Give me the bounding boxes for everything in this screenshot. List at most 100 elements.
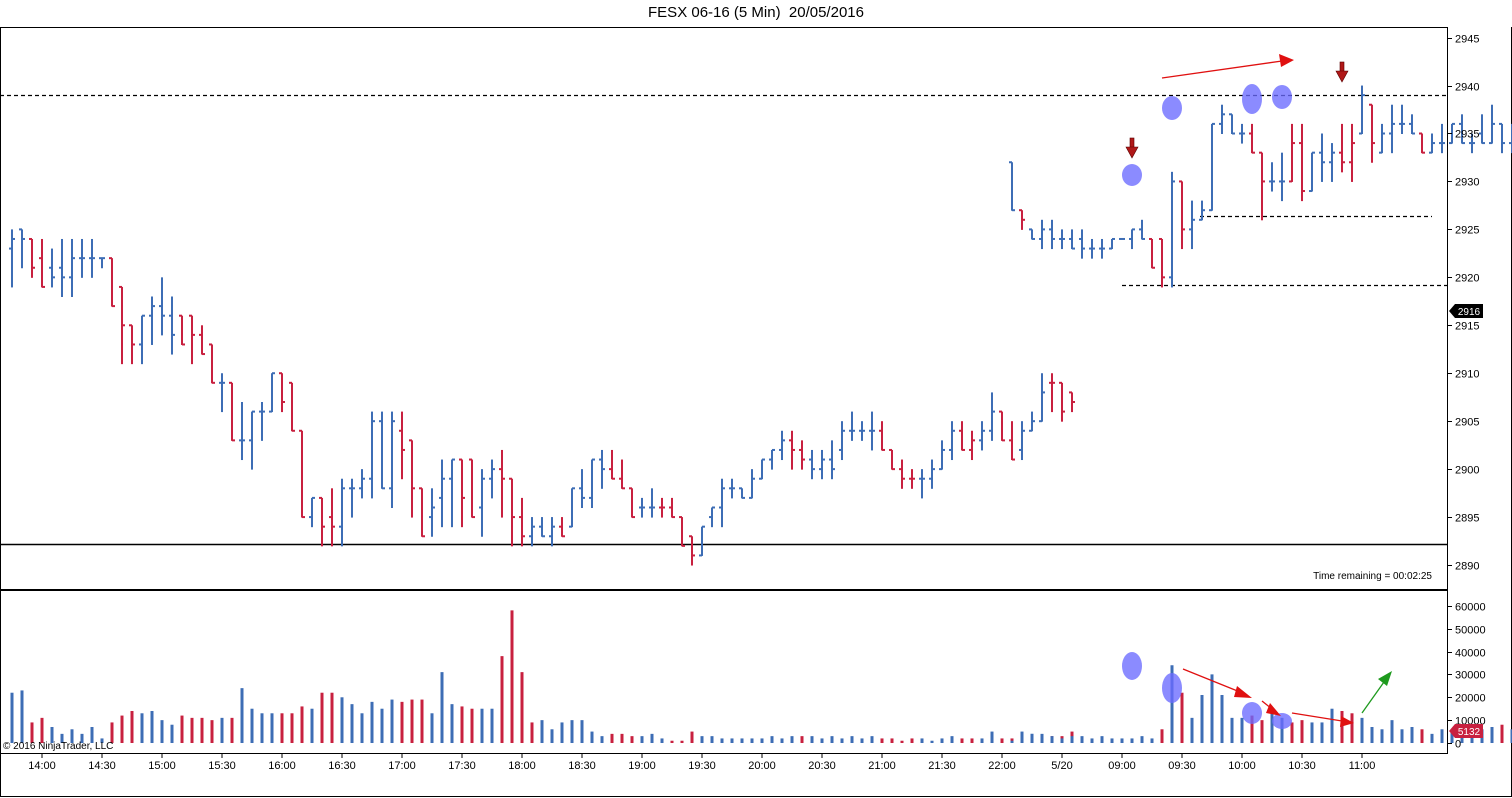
ohlc-bar: [1159, 237, 1165, 288]
annotation-arrows: [1125, 54, 1392, 727]
last-price-tag: 2916: [1449, 304, 1483, 318]
ohlc-bar: [1359, 85, 1365, 135]
price-tick-label: 2910: [1455, 369, 1479, 381]
ohlc-bar: [1229, 113, 1235, 135]
ohlc-bar: [119, 285, 125, 365]
ohlc-bar: [859, 421, 865, 441]
ohlc-bar: [339, 478, 345, 547]
ohlc-bar: [1149, 237, 1155, 269]
ohlc-bar: [839, 421, 845, 461]
ohlc-bar: [879, 421, 885, 451]
marker-ellipse: [1122, 164, 1142, 186]
ohlc-bar: [919, 469, 925, 499]
time-tick-label: 19:00: [628, 760, 656, 772]
ohlc-bar: [199, 325, 205, 356]
ohlc-bar: [189, 314, 195, 365]
last-volume-label: 5132: [1458, 727, 1481, 738]
ohlc-bar: [1419, 132, 1425, 154]
ohlc-bar: [959, 421, 965, 451]
ohlc-bar: [1429, 133, 1435, 154]
volume-tick-label: 40000: [1455, 648, 1486, 660]
ohlc-bar: [889, 448, 895, 471]
price-tick-label: 2890: [1455, 561, 1479, 573]
ohlc-bar: [1389, 104, 1395, 154]
ohlc-bar: [799, 440, 805, 470]
ohlc-bar: [1039, 219, 1045, 250]
volume-tick-label: 30000: [1455, 670, 1486, 682]
ohlc-bar: [769, 448, 775, 470]
ohlc-bar: [1049, 373, 1055, 413]
time-tick-label: 22:00: [988, 760, 1016, 772]
price-tick-label: 2895: [1455, 513, 1479, 525]
ohlc-bar: [1219, 104, 1225, 134]
ohlc-bar: [789, 430, 795, 470]
down-arrow-icon: [1335, 61, 1349, 83]
ohlc-bar: [109, 257, 115, 308]
ohlc-bar: [1409, 114, 1415, 135]
ohlc-bar: [929, 459, 935, 489]
time-tick-label: 17:00: [388, 760, 416, 772]
ohlc-bar: [1369, 103, 1375, 163]
time-tick-label: 15:00: [148, 760, 176, 772]
price-tick-label: 2915: [1455, 321, 1479, 333]
ohlc-bar: [1019, 209, 1025, 230]
ohlc-bar: [29, 237, 35, 278]
ohlc-bar: [779, 430, 785, 461]
ohlc-bar: [289, 381, 295, 432]
ohlc-bar: [239, 402, 245, 461]
ohlc-bar: [1239, 123, 1245, 144]
time-axis: 14:00 14:30 15:00 15:30 16:00 16:30 17:00 17:30…: [28, 754, 1375, 772]
ohlc-bar: [329, 488, 335, 547]
price-tick-label: 2920: [1455, 273, 1479, 285]
ohlc-bar: [989, 392, 995, 441]
price-tick-label: 2945: [1455, 34, 1479, 46]
ohlc-bar: [1059, 381, 1065, 422]
ohlc-bar: [819, 449, 825, 480]
ohlc-bar: [739, 487, 745, 499]
marker-ellipse: [1272, 713, 1292, 729]
ohlc-bar: [1139, 219, 1145, 240]
volume-arrow-line: [1182, 668, 1241, 693]
ohlc-bar: [219, 373, 225, 413]
ohlc-bar: [489, 459, 495, 499]
ohlc-bar: [1049, 219, 1055, 250]
ohlc-bar: [539, 517, 545, 538]
volume-arrow-head: [1266, 703, 1281, 716]
green-arrow-head: [1378, 671, 1392, 686]
ohlc-bar: [729, 478, 735, 499]
ohlc-bar: [1489, 104, 1495, 145]
ohlc-bar: [1399, 104, 1405, 134]
ohlc-bar: [1349, 123, 1355, 182]
ohlc-bar: [169, 296, 175, 355]
ohlc-bar: [249, 410, 255, 470]
copyright-text: © 2016 NinjaTrader, LLC: [3, 741, 113, 752]
ohlc-bar: [359, 469, 365, 499]
ohlc-bar: [1019, 421, 1025, 461]
ohlc-bar: [389, 411, 395, 508]
ohlc-bar: [639, 497, 645, 518]
ohlc-bar: [599, 449, 605, 489]
ohlc-bar: [1099, 238, 1105, 259]
ohlc-bar: [1109, 237, 1115, 250]
time-tick-label: 5/20: [1051, 760, 1072, 772]
ohlc-bar: [379, 411, 385, 490]
time-tick-label: 10:30: [1288, 760, 1316, 772]
marker-ellipse: [1162, 673, 1182, 703]
ohlc-bar: [1499, 122, 1505, 154]
ohlc-bar: [699, 525, 705, 557]
ohlc-bar: [1199, 200, 1205, 221]
annotation-markers: [1122, 84, 1292, 729]
ohlc-bar: [759, 458, 765, 480]
volume-tick-label: 50000: [1455, 625, 1486, 637]
ohlc-bar: [1129, 228, 1135, 250]
time-tick-label: 09:30: [1168, 760, 1196, 772]
ohlc-bar: [259, 402, 265, 441]
ohlc-bar: [589, 458, 595, 508]
marker-ellipse: [1162, 96, 1182, 120]
ohlc-bar: [269, 372, 275, 413]
trend-arrow-head: [1279, 54, 1294, 67]
time-tick-label: 18:00: [508, 760, 536, 772]
time-tick-label: 19:30: [688, 760, 716, 772]
